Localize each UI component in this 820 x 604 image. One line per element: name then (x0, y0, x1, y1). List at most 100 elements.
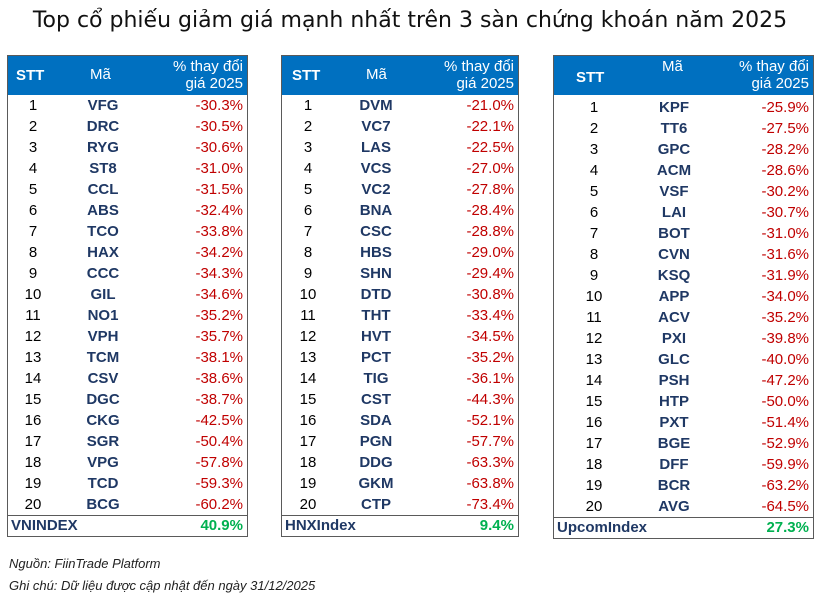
price-change: -22.5% (466, 139, 514, 156)
price-change: -52.1% (466, 412, 514, 429)
row-stt: 3 (28, 139, 38, 156)
stock-code: CSC (360, 223, 392, 240)
table-row: 4 ACM -28.6% (554, 160, 813, 181)
stock-code: CCL (87, 181, 119, 198)
row-stt: 14 (24, 370, 42, 387)
index-row: HNXIndex 9.4% (282, 515, 518, 536)
table-row: 18 DFF -59.9% (554, 454, 813, 475)
price-change: -73.4% (466, 496, 514, 513)
price-change: -63.3% (466, 454, 514, 471)
table-row: 1 DVM -21.0% (282, 95, 518, 116)
row-stt: 8 (28, 244, 38, 261)
stock-code: HBS (360, 244, 392, 261)
row-stt: 6 (589, 204, 599, 221)
stock-code: TCO (87, 223, 119, 240)
row-stt: 9 (303, 265, 313, 282)
price-change: -34.5% (466, 328, 514, 345)
stock-code: CKG (86, 412, 120, 429)
price-change: -47.2% (761, 372, 809, 389)
stock-code: SGR (86, 433, 120, 450)
index-name: UpcomIndex (557, 519, 648, 536)
index-name: VNINDEX (11, 517, 78, 534)
table-row: 11 ACV -35.2% (554, 307, 813, 328)
price-change: -42.5% (195, 412, 243, 429)
stock-code: ACM (656, 162, 692, 179)
table-row: 14 PSH -47.2% (554, 370, 813, 391)
table-row: 16 PXT -51.4% (554, 412, 813, 433)
stock-code: PSH (658, 372, 690, 389)
stock-code: CST (361, 391, 391, 408)
row-stt: 13 (24, 349, 42, 366)
stock-code: CCC (86, 265, 120, 282)
price-change: -34.3% (195, 265, 243, 282)
price-change: -52.9% (761, 435, 809, 452)
stock-code: VC2 (361, 181, 391, 198)
header-stt: STT (16, 67, 45, 84)
row-stt: 12 (585, 330, 603, 347)
row-stt: 17 (299, 433, 317, 450)
index-row: UpcomIndex 27.3% (554, 517, 813, 538)
row-stt: 8 (303, 244, 313, 261)
row-stt: 4 (28, 160, 38, 177)
price-change: -35.2% (761, 309, 809, 326)
price-change: -27.5% (761, 120, 809, 137)
stock-code: DVM (359, 97, 393, 114)
row-stt: 18 (299, 454, 317, 471)
stock-code: PGN (359, 433, 393, 450)
table-row: 5 CCL -31.5% (8, 179, 247, 200)
price-change: -30.3% (195, 97, 243, 114)
index-row: VNINDEX 40.9% (8, 515, 247, 536)
row-stt: 5 (303, 181, 313, 198)
stock-code: CVN (658, 246, 690, 263)
stock-code: VFG (87, 97, 119, 114)
row-stt: 11 (25, 307, 41, 324)
price-change: -35.2% (466, 349, 514, 366)
price-change: -34.2% (195, 244, 243, 261)
table-row: 13 GLC -40.0% (554, 349, 813, 370)
stock-code: BCG (86, 496, 120, 513)
table-row: 4 ST8 -31.0% (8, 158, 247, 179)
row-stt: 10 (299, 286, 317, 303)
price-change: -34.0% (761, 288, 809, 305)
price-change: -59.3% (195, 475, 243, 492)
stock-code: ACV (658, 309, 690, 326)
stock-code: APP (658, 288, 690, 305)
row-stt: 11 (586, 309, 602, 326)
stock-code: RYG (87, 139, 119, 156)
row-stt: 16 (299, 412, 317, 429)
row-stt: 15 (299, 391, 317, 408)
table-row: 13 TCM -38.1% (8, 347, 247, 368)
row-stt: 2 (589, 120, 599, 137)
header-pct-line1: % thay đổi (443, 58, 514, 75)
header-pct-change: % thay đổi giá 2025 (444, 58, 514, 92)
stock-code: PXI (661, 330, 687, 347)
row-stt: 2 (28, 118, 38, 135)
header-pct-change: % thay đổi giá 2025 (739, 58, 809, 92)
price-change: -29.0% (466, 244, 514, 261)
row-stt: 12 (299, 328, 317, 345)
header-code: Mã (662, 58, 683, 75)
row-stt: 1 (589, 99, 599, 116)
stock-code: NO1 (87, 307, 119, 324)
table-row: 7 CSC -28.8% (282, 221, 518, 242)
stock-code: VC7 (361, 118, 391, 135)
row-stt: 8 (589, 246, 599, 263)
price-change: -31.9% (761, 267, 809, 284)
row-stt: 10 (24, 286, 42, 303)
row-stt: 17 (585, 435, 603, 452)
table-body: 1 KPF -25.9% 2 TT6 -27.5% 3 GPC -28.2% 4 ACM -28.6%… (554, 95, 813, 517)
header-pct-line1: % thay đổi (172, 58, 243, 75)
page-title: Top cổ phiếu giảm giá mạnh nhất trên 3 s… (32, 8, 788, 33)
stock-code: AVG (658, 498, 690, 515)
price-change: -63.8% (466, 475, 514, 492)
stock-code: BNA (359, 202, 393, 219)
row-stt: 19 (585, 477, 603, 494)
price-change: -28.8% (466, 223, 514, 240)
price-change: -30.8% (466, 286, 514, 303)
stock-code: DGC (86, 391, 120, 408)
table-row: 9 SHN -29.4% (282, 263, 518, 284)
index-value: 40.9% (200, 517, 243, 534)
row-stt: 18 (585, 456, 603, 473)
row-stt: 11 (300, 307, 316, 324)
stock-code: TCD (87, 475, 119, 492)
